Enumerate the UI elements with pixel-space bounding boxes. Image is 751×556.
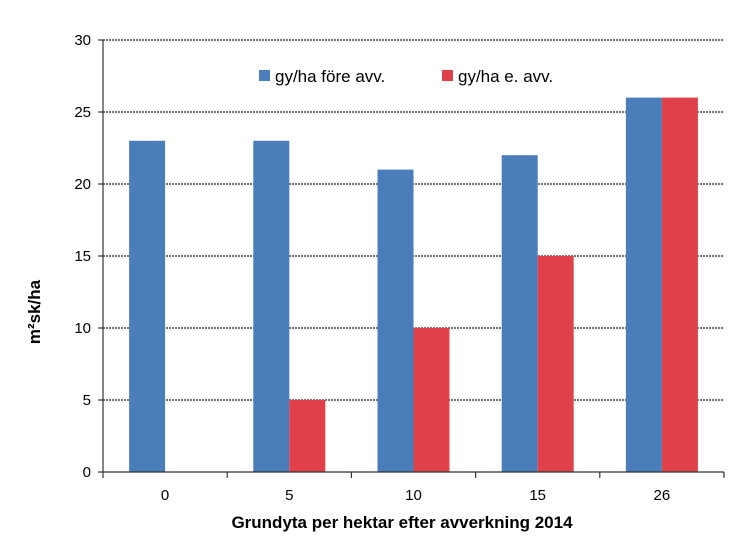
bar-series-1-cat-15: [537, 256, 574, 472]
y-tick-label-5: 5: [83, 392, 91, 409]
bars: [129, 97, 698, 473]
y-tick-labels: 0 5 10 15 20 25 30: [74, 32, 91, 481]
bar-series-1-cat-10: [413, 328, 450, 472]
bar-series-0-cat-5: [253, 140, 290, 473]
legend-swatch-series-0: [259, 70, 270, 81]
x-tick-label-15: 15: [529, 487, 546, 504]
x-tick-label-26: 26: [654, 487, 671, 504]
legend-label-series-1: gy/ha e. avv.: [458, 67, 553, 86]
y-tick-label-0: 0: [83, 464, 91, 481]
axes: [98, 39, 725, 478]
y-tick-label-25: 25: [74, 104, 91, 121]
bar-series-0-cat-15: [501, 155, 538, 472]
x-tick-label-10: 10: [405, 487, 422, 504]
y-tick-label-20: 20: [74, 176, 91, 193]
y-tick-label-15: 15: [74, 248, 91, 265]
bar-series-0-cat-26: [625, 97, 662, 472]
y-tick-label-10: 10: [74, 320, 91, 337]
legend-label-series-0: gy/ha före avv.: [275, 67, 385, 86]
x-axis-title: Grundyta per hektar efter avverkning 201…: [231, 513, 573, 532]
x-tick-labels: 0 5 10 15 26: [161, 487, 670, 504]
bar-series-1-cat-5: [289, 400, 326, 472]
x-tick-label-5: 5: [285, 487, 293, 504]
legend-swatch-series-1: [442, 70, 453, 81]
legend: gy/ha före avv. gy/ha e. avv.: [259, 67, 553, 86]
bar-series-0-cat-0: [129, 140, 166, 473]
bar-series-1-cat-26: [661, 97, 698, 472]
y-axis-title: m²sk/ha: [25, 279, 44, 344]
x-tick-label-0: 0: [161, 487, 169, 504]
bar-series-0-cat-10: [377, 169, 414, 472]
y-tick-label-30: 30: [74, 32, 91, 49]
